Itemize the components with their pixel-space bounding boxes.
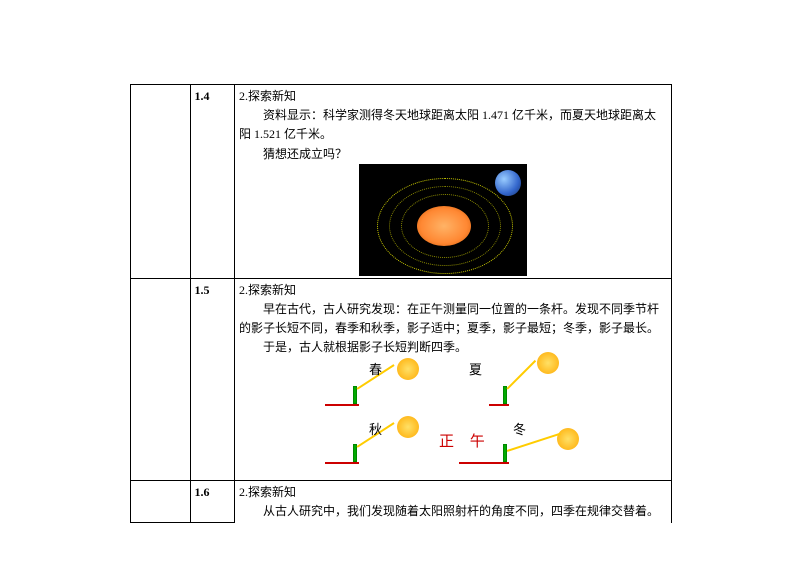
cell-blank bbox=[131, 278, 191, 480]
content-line: 猜想还成立吗？ bbox=[239, 145, 667, 164]
stick-icon bbox=[503, 444, 507, 462]
sun-ray bbox=[506, 359, 535, 388]
cell-content: 2.探索新知 从古人研究中，我们发现随着太阳照射杆的角度不同，四季在规律交替着。 bbox=[234, 480, 671, 523]
season-label-winter: 冬 bbox=[513, 420, 526, 441]
seasons-illustration: 春 夏 秋 正 午 bbox=[309, 358, 599, 478]
cell-content: 2.探索新知 早在古代，古人研究发现：在正午测量同一位置的一条杆。发现不同季节杆… bbox=[234, 278, 671, 480]
sun-icon bbox=[557, 428, 579, 450]
season-label-spring: 春 bbox=[369, 360, 382, 381]
orbit-illustration bbox=[359, 164, 527, 276]
sun-icon bbox=[537, 352, 559, 374]
page: 1.4 2.探索新知 资料显示：科学家测得冬天地球距离太阳 1.471 亿千米，… bbox=[0, 0, 794, 561]
cell-number: 1.6 bbox=[190, 480, 234, 523]
section-heading: 2.探索新知 bbox=[239, 89, 296, 103]
cell-blank bbox=[131, 85, 191, 279]
content-line: 从古人研究中，我们发现随着太阳照射杆的角度不同，四季在规律交替着。 bbox=[239, 502, 667, 521]
section-heading: 2.探索新知 bbox=[239, 283, 296, 297]
table-row: 1.6 2.探索新知 从古人研究中，我们发现随着太阳照射杆的角度不同，四季在规律… bbox=[131, 480, 672, 523]
sun-icon bbox=[417, 206, 471, 246]
content-line: 资料显示：科学家测得冬天地球距离太阳 1.471 亿千米，而夏天地球距离太阳 1… bbox=[239, 106, 667, 144]
sun-icon bbox=[397, 416, 419, 438]
ground-line bbox=[325, 404, 359, 406]
sun-icon bbox=[397, 358, 419, 380]
noon-label: 正 午 bbox=[439, 430, 491, 454]
cell-content: 2.探索新知 资料显示：科学家测得冬天地球距离太阳 1.471 亿千米，而夏天地… bbox=[234, 85, 671, 279]
season-label-autumn: 秋 bbox=[369, 420, 382, 441]
table-row: 1.5 2.探索新知 早在古代，古人研究发现：在正午测量同一位置的一条杆。发现不… bbox=[131, 278, 672, 480]
cell-number: 1.4 bbox=[190, 85, 234, 279]
ground-line bbox=[489, 404, 509, 406]
content-line: 于是，古人就根据影子长短判断四季。 bbox=[239, 338, 667, 357]
content-table: 1.4 2.探索新知 资料显示：科学家测得冬天地球距离太阳 1.471 亿千米，… bbox=[130, 84, 672, 523]
cell-blank bbox=[131, 480, 191, 523]
ground-line bbox=[459, 462, 509, 464]
cell-number: 1.5 bbox=[190, 278, 234, 480]
season-label-summer: 夏 bbox=[469, 360, 482, 381]
table-row: 1.4 2.探索新知 资料显示：科学家测得冬天地球距离太阳 1.471 亿千米，… bbox=[131, 85, 672, 279]
content-line: 早在古代，古人研究发现：在正午测量同一位置的一条杆。发现不同季节杆的影子长短不同… bbox=[239, 300, 667, 338]
earth-icon bbox=[495, 170, 521, 196]
section-heading: 2.探索新知 bbox=[239, 485, 296, 499]
ground-line bbox=[325, 462, 359, 464]
